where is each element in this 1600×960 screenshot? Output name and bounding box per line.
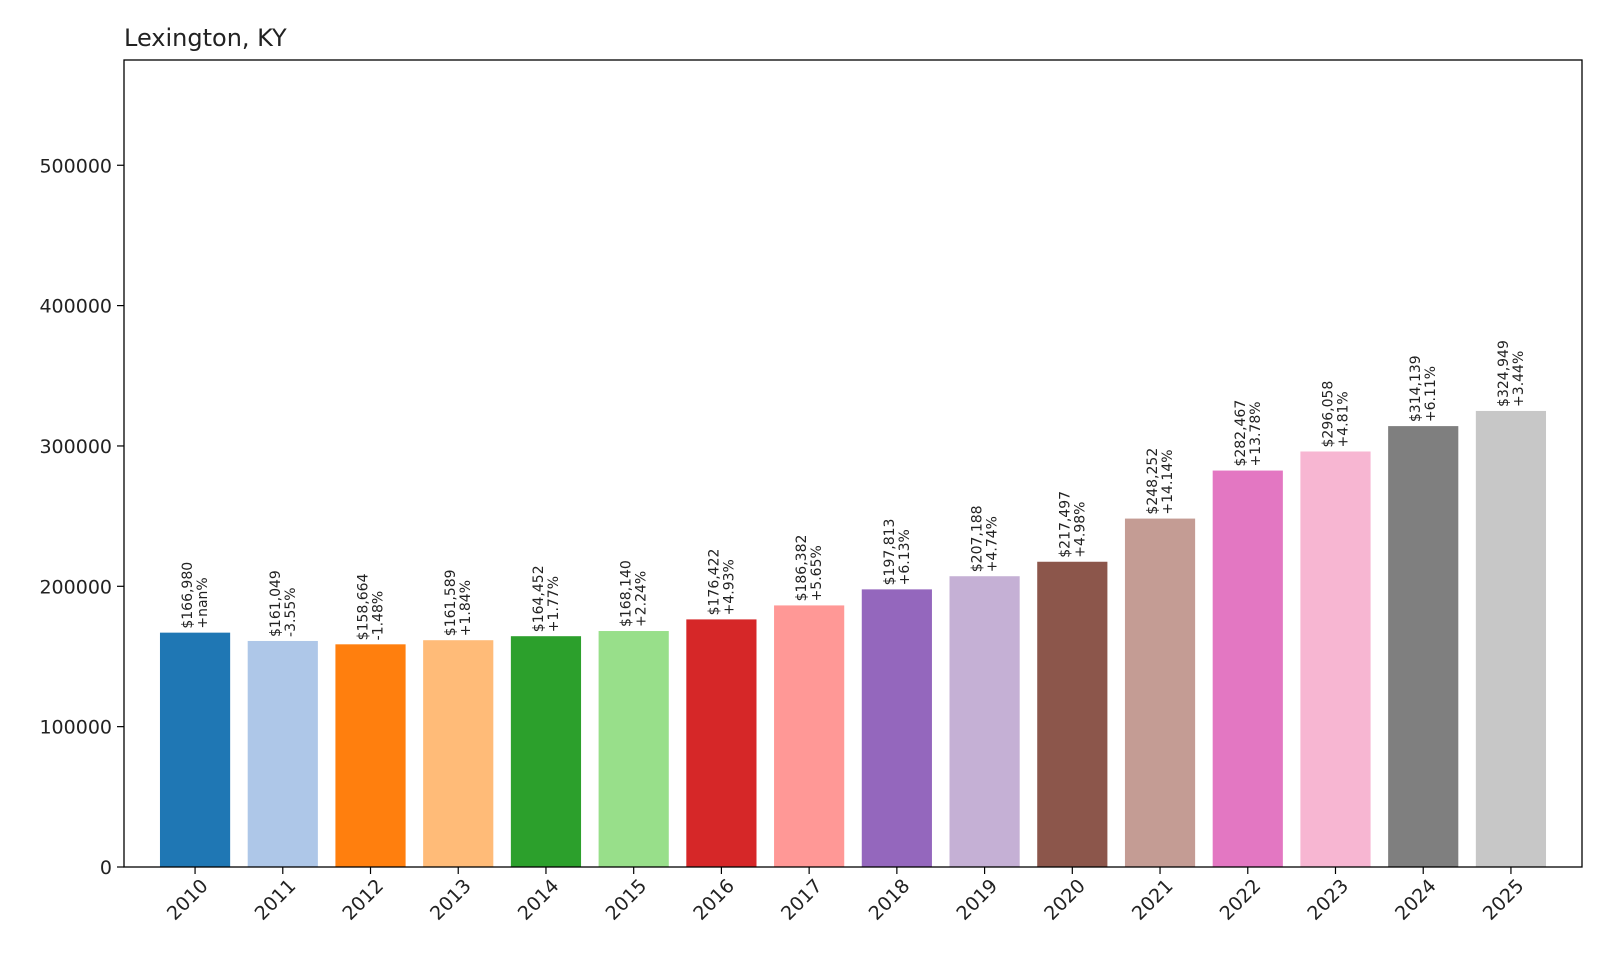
y-tick-label-300000: 300000 bbox=[39, 436, 112, 458]
bar-2012 bbox=[335, 644, 406, 867]
bar-value-label-2019: $207,188 bbox=[970, 505, 986, 572]
bar-2021 bbox=[1124, 518, 1196, 867]
x-tick-label-2021: 2021 bbox=[1128, 875, 1178, 925]
bar-value-label-2015: $168,140 bbox=[619, 560, 635, 627]
bar-2010 bbox=[159, 632, 231, 867]
bar-change-label-2016: +4.93% bbox=[721, 559, 737, 615]
bar-change-label-2017: +5.65% bbox=[809, 545, 825, 601]
x-tick-label-2014: 2014 bbox=[514, 875, 564, 925]
bar-value-label-2012: $158,664 bbox=[356, 573, 372, 640]
chart-title: Lexington, KY bbox=[124, 24, 287, 52]
plot-frame bbox=[123, 59, 1583, 868]
bar-value-label-2018: $197,813 bbox=[882, 519, 898, 586]
bar-value-label-2011: $161,049 bbox=[268, 570, 284, 637]
bar-2017 bbox=[774, 605, 845, 867]
bar-2011 bbox=[247, 640, 318, 867]
bars-group bbox=[159, 410, 1547, 867]
bar-2024 bbox=[1388, 426, 1459, 867]
x-tick-label-2015: 2015 bbox=[601, 875, 651, 925]
bar-change-label-2022: +13.78% bbox=[1248, 401, 1264, 466]
bar-2015 bbox=[598, 631, 669, 867]
x-tick-label-2022: 2022 bbox=[1216, 875, 1266, 925]
x-tick-label-2019: 2019 bbox=[952, 875, 1002, 925]
x-tick-label-2024: 2024 bbox=[1391, 875, 1441, 925]
bar-change-label-2021: +14.14% bbox=[1160, 449, 1176, 514]
y-tick-label-200000: 200000 bbox=[39, 576, 112, 598]
bar-change-label-2018: +6.13% bbox=[897, 529, 913, 585]
bar-change-label-2015: +2.24% bbox=[634, 571, 650, 627]
bar-2014 bbox=[510, 636, 582, 867]
bar-value-label-2017: $186,382 bbox=[794, 535, 810, 602]
bar-change-label-2019: +4.74% bbox=[985, 516, 1001, 572]
bar-change-label-2014: +1.77% bbox=[546, 576, 562, 632]
bar-value-label-2024: $314,139 bbox=[1408, 355, 1424, 422]
bar-2013 bbox=[423, 640, 494, 867]
y-tick-label-500000: 500000 bbox=[39, 155, 112, 177]
bar-2018 bbox=[861, 589, 932, 867]
bar-change-label-2024: +6.11% bbox=[1423, 366, 1439, 422]
x-axis: 2010 2011 2012 2013 2014 2015 2016 2017 2018 2019… bbox=[163, 867, 1529, 925]
x-tick-label-2017: 2017 bbox=[777, 875, 827, 925]
bar-value-label-2016: $176,422 bbox=[706, 549, 722, 616]
y-tick-label-400000: 400000 bbox=[39, 296, 112, 318]
x-tick-label-2010: 2010 bbox=[163, 875, 213, 925]
x-tick-label-2020: 2020 bbox=[1040, 875, 1090, 925]
bar-2020 bbox=[1037, 561, 1108, 867]
bar-change-label-2013: +1.84% bbox=[458, 580, 474, 636]
bar-change-label-2011: -3.55% bbox=[283, 587, 299, 637]
x-tick-label-2011: 2011 bbox=[251, 875, 301, 925]
y-axis: 0 100000 200000 300000 400000 500000 bbox=[39, 155, 124, 879]
x-tick-label-2013: 2013 bbox=[426, 875, 476, 925]
bar-change-label-2023: +4.81% bbox=[1335, 391, 1351, 447]
bar-2022 bbox=[1212, 470, 1283, 867]
bar-change-label-2012: -1.48% bbox=[371, 591, 387, 641]
bar-2019 bbox=[949, 576, 1020, 867]
bar-change-label-2025: +3.44% bbox=[1511, 351, 1527, 407]
bar-value-label-2020: $217,497 bbox=[1057, 491, 1073, 558]
bar-2016 bbox=[686, 619, 757, 867]
bar-value-label-2014: $164,452 bbox=[531, 565, 547, 632]
x-tick-label-2018: 2018 bbox=[865, 875, 915, 925]
bar-2023 bbox=[1300, 451, 1371, 867]
bar-change-label-2020: +4.98% bbox=[1072, 502, 1088, 558]
bar-change-label-2010: +nan% bbox=[195, 577, 211, 628]
bar-value-label-2013: $161,589 bbox=[443, 569, 459, 636]
y-tick-label-100000: 100000 bbox=[39, 717, 112, 739]
x-tick-label-2023: 2023 bbox=[1303, 875, 1353, 925]
bar-value-label-2010: $166,980 bbox=[180, 562, 196, 629]
bar-labels-group: $166,980 +nan% $161,049 -3.55% $158,664 -1.48… bbox=[180, 340, 1527, 640]
x-tick-label-2025: 2025 bbox=[1479, 875, 1529, 925]
bar-2025 bbox=[1475, 410, 1547, 867]
bar-value-label-2022: $282,467 bbox=[1233, 400, 1249, 467]
x-tick-label-2012: 2012 bbox=[338, 875, 388, 925]
bar-value-label-2023: $296,058 bbox=[1320, 381, 1336, 448]
bar-value-label-2021: $248,252 bbox=[1145, 448, 1161, 515]
bar-value-label-2025: $324,949 bbox=[1496, 340, 1512, 407]
y-tick-label-0: 0 bbox=[100, 857, 112, 879]
x-tick-label-2016: 2016 bbox=[689, 875, 739, 925]
